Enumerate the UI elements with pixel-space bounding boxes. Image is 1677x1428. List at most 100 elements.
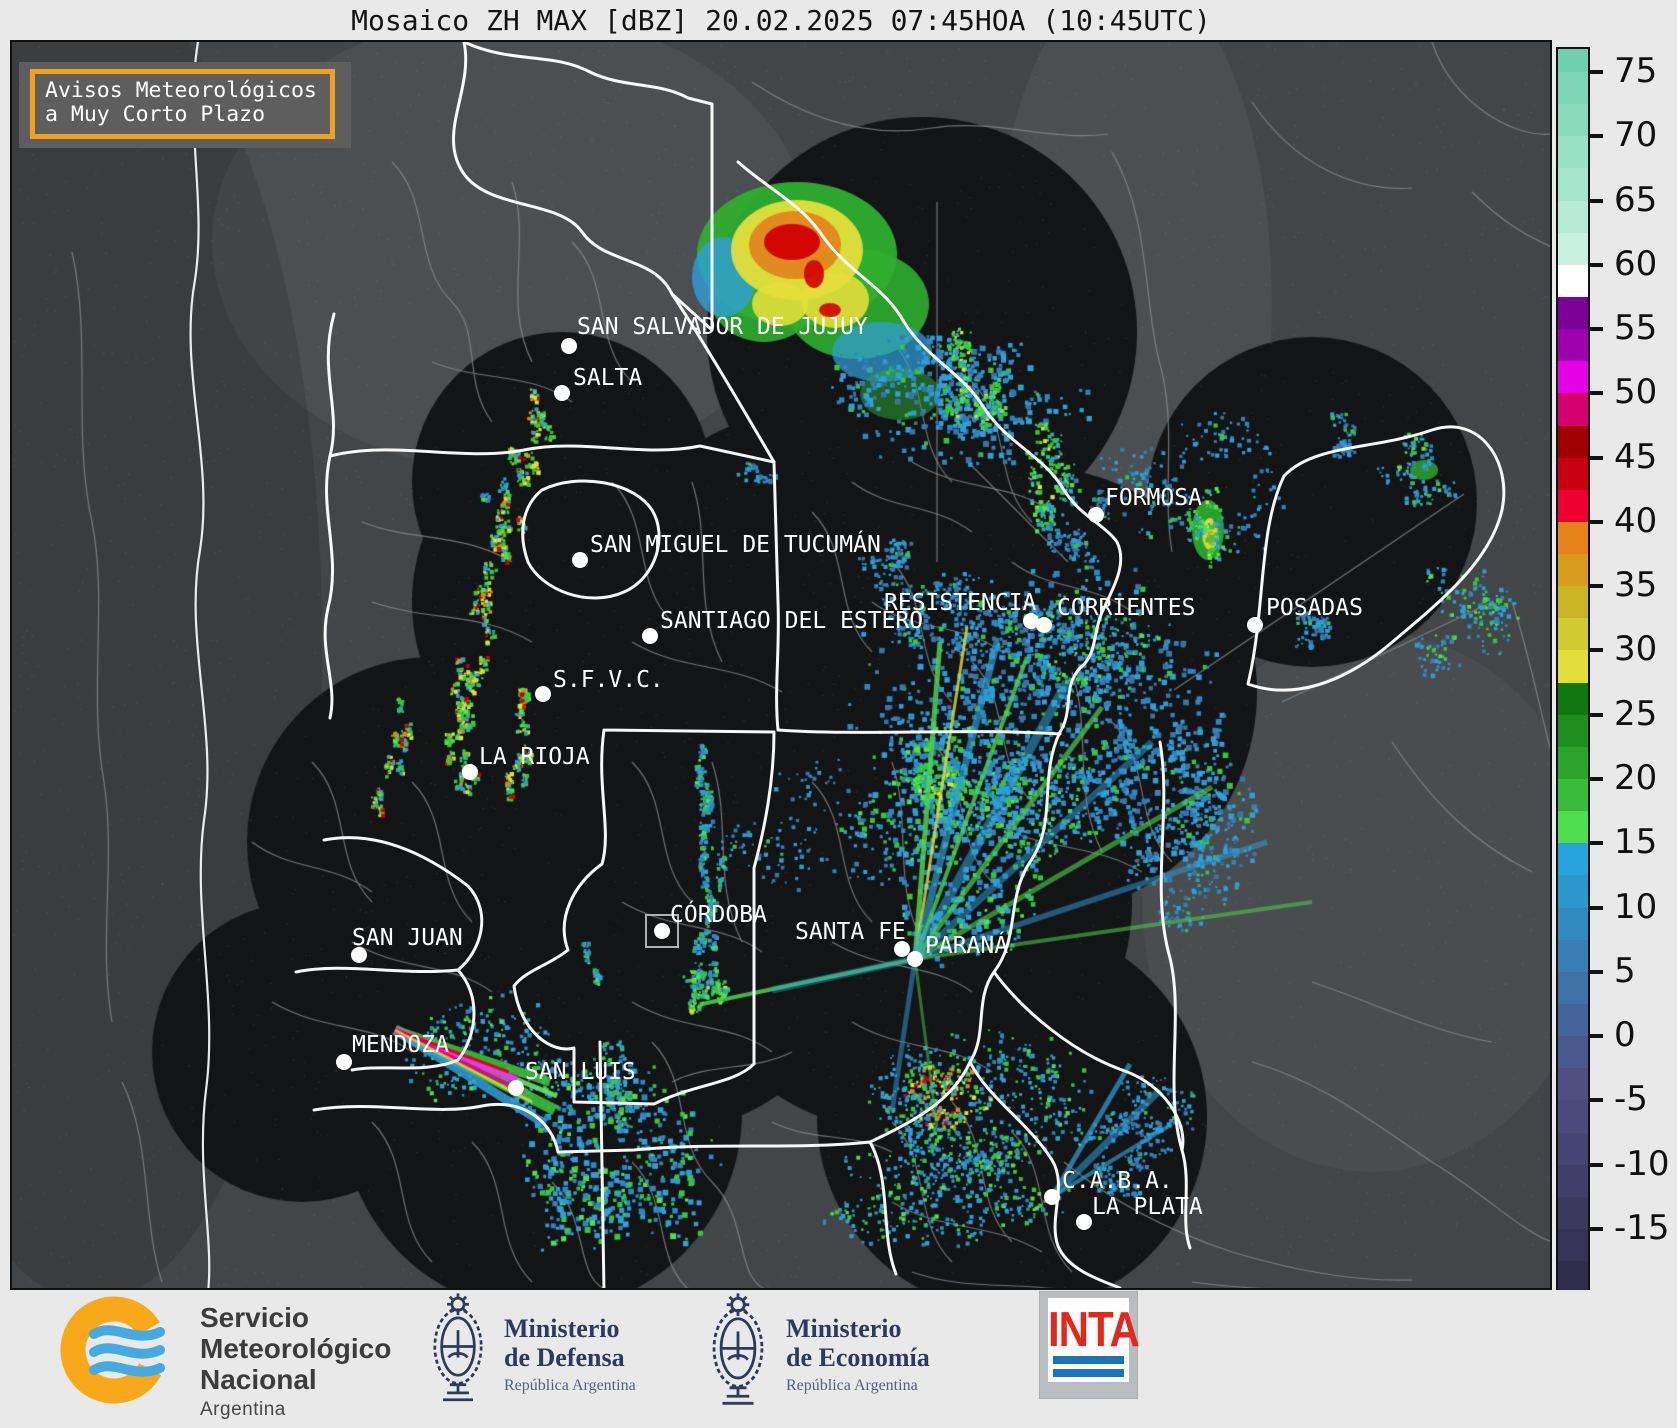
city-marker-dot	[1088, 507, 1104, 523]
colorbar-tick-label: 65	[1614, 179, 1658, 220]
city-label: CÓRDOBA	[670, 900, 767, 928]
city-marker-dot	[561, 338, 577, 354]
colorbar-segment	[1558, 296, 1588, 330]
colorbar-tick	[1590, 327, 1603, 332]
warning-badge-line1: Avisos Meteorológicos	[45, 78, 317, 103]
border-tucuman	[521, 479, 661, 600]
colorbar-segment	[1558, 232, 1588, 265]
colorbar-segment	[1558, 104, 1588, 137]
colorbar-segment	[1558, 554, 1588, 587]
city-layer: SAN SALVADOR DE JUJUY SALTA SAN MIGUEL DE …	[336, 314, 1363, 1230]
city-label: SAN LUIS	[525, 1059, 636, 1085]
border-salta-west	[323, 312, 776, 720]
warning-badge-frame: Avisos Meteorológicos a Muy Corto Plazo	[30, 69, 335, 139]
colorbar-tick	[1590, 905, 1603, 910]
city-marker-dot	[336, 1054, 352, 1070]
colorbar-tick	[1590, 1162, 1603, 1167]
colorbar-tick-label: 70	[1614, 115, 1658, 156]
colorbar-tick-label: 35	[1614, 565, 1658, 606]
colorbar-tick	[1590, 841, 1603, 846]
colorbar-tick-label: 5	[1614, 950, 1636, 991]
colorbar-tick	[1590, 391, 1603, 396]
city-label: C.A.B.A.	[1062, 1168, 1173, 1194]
city-marker-dot	[351, 947, 367, 963]
city-label: SANTA FE	[795, 919, 906, 945]
colorbar-segment	[1558, 1261, 1588, 1292]
colorbar-segment	[1558, 586, 1588, 619]
border-cordoba	[512, 728, 776, 1106]
colorbar-segment	[1558, 875, 1588, 908]
colorbar-tick-label: 20	[1614, 758, 1658, 799]
city-marker-dot	[554, 385, 570, 401]
colorbar-tick	[1590, 519, 1603, 524]
colorbar-tick	[1590, 198, 1603, 203]
colorbar-segment	[1558, 393, 1588, 426]
colorbar-tick-label: 25	[1614, 693, 1658, 734]
colorbar-tick	[1590, 969, 1603, 974]
colorbar-segment	[1558, 939, 1588, 972]
border-lapampa-ba	[556, 1060, 972, 1276]
colorbar-tick-label: 45	[1614, 436, 1658, 477]
colorbar-segment	[1558, 650, 1588, 683]
colorbar-tick-label: 30	[1614, 629, 1658, 670]
colorbar-tick	[1590, 455, 1603, 460]
colorbar-tick	[1590, 1226, 1603, 1231]
colorbar-tick	[1590, 1098, 1603, 1103]
city-marker-dot	[1036, 617, 1052, 633]
border-santiago-chaco	[670, 292, 1062, 736]
colorbar-segment	[1558, 1036, 1588, 1069]
city-label: LA RIOJA	[479, 744, 590, 770]
smn-name-line2: Meteorológico	[200, 1333, 392, 1364]
city-label: CORRIENTES	[1057, 595, 1195, 621]
warning-badge: Avisos Meteorológicos a Muy Corto Plazo	[19, 62, 351, 148]
city-marker-dot	[1044, 1189, 1060, 1205]
colorbar-tick-label: 15	[1614, 822, 1658, 863]
smn-logo: Servicio Meteorológico Nacional Argentin…	[58, 1296, 391, 1421]
city-marker-dot	[642, 628, 658, 644]
colorbar-segment	[1558, 779, 1588, 812]
defensa-line1: Ministerio	[504, 1314, 620, 1343]
colorbar-segment	[1558, 489, 1588, 522]
inta-bar-2	[1053, 1369, 1124, 1377]
inta-logo-box: INTA	[1048, 1298, 1140, 1382]
colorbar-tick-label: 60	[1614, 243, 1658, 284]
city-marker-dot	[1023, 613, 1039, 629]
colorbar-tick	[1590, 134, 1603, 139]
radar-map: SAN SALVADOR DE JUJUY SALTA SAN MIGUEL DE …	[10, 40, 1552, 1290]
border-ba-north	[992, 970, 1185, 1152]
colorbar-segment	[1558, 971, 1588, 1004]
city-marker-dot	[508, 1080, 524, 1096]
city-label: LA PLATA	[1092, 1194, 1203, 1220]
colorbar-tick-label: 75	[1614, 51, 1658, 91]
city-marker-dot	[1247, 617, 1263, 633]
smn-country: Argentina	[200, 1399, 286, 1420]
colorbar-segment	[1558, 746, 1588, 779]
city-label: RESISTENCIA	[884, 590, 1036, 616]
colorbar-tick-label: 55	[1614, 308, 1658, 349]
colorbar-tick	[1590, 648, 1603, 653]
colorbar-tick-label: -5	[1614, 1079, 1648, 1120]
colorbar-segment	[1558, 264, 1588, 297]
colorbar-segment	[1558, 682, 1588, 715]
coat-of-arms-icon	[428, 1292, 488, 1412]
city-marker-square	[645, 914, 679, 948]
city-label: FORMOSA	[1105, 485, 1202, 511]
inta-logo: INTA	[1040, 1292, 1140, 1398]
colorbar-tick	[1590, 777, 1603, 782]
colorbar-segment	[1558, 329, 1588, 362]
city-marker-dot	[572, 552, 588, 568]
colorbar-tick-label: 10	[1614, 886, 1658, 927]
colorbar-segment	[1558, 168, 1588, 201]
colorbar-tick-label: -15	[1614, 1207, 1670, 1248]
city-label: SAN MIGUEL DE TUCUMÁN	[590, 530, 881, 558]
border-uruguay-river	[1158, 740, 1192, 1250]
border-jujuy-nw	[452, 42, 714, 332]
city-label: S.F.V.C.	[553, 667, 664, 693]
radar-echo-canvas	[12, 42, 1550, 1288]
city-marker-dot	[907, 951, 923, 967]
city-label: SALTA	[573, 365, 642, 391]
defensa-sub: República Argentina	[504, 1377, 636, 1394]
smn-logo-icon	[60, 1296, 168, 1404]
city-marker-dot	[535, 686, 551, 702]
colorbar-tick-label: 0	[1614, 1015, 1636, 1056]
